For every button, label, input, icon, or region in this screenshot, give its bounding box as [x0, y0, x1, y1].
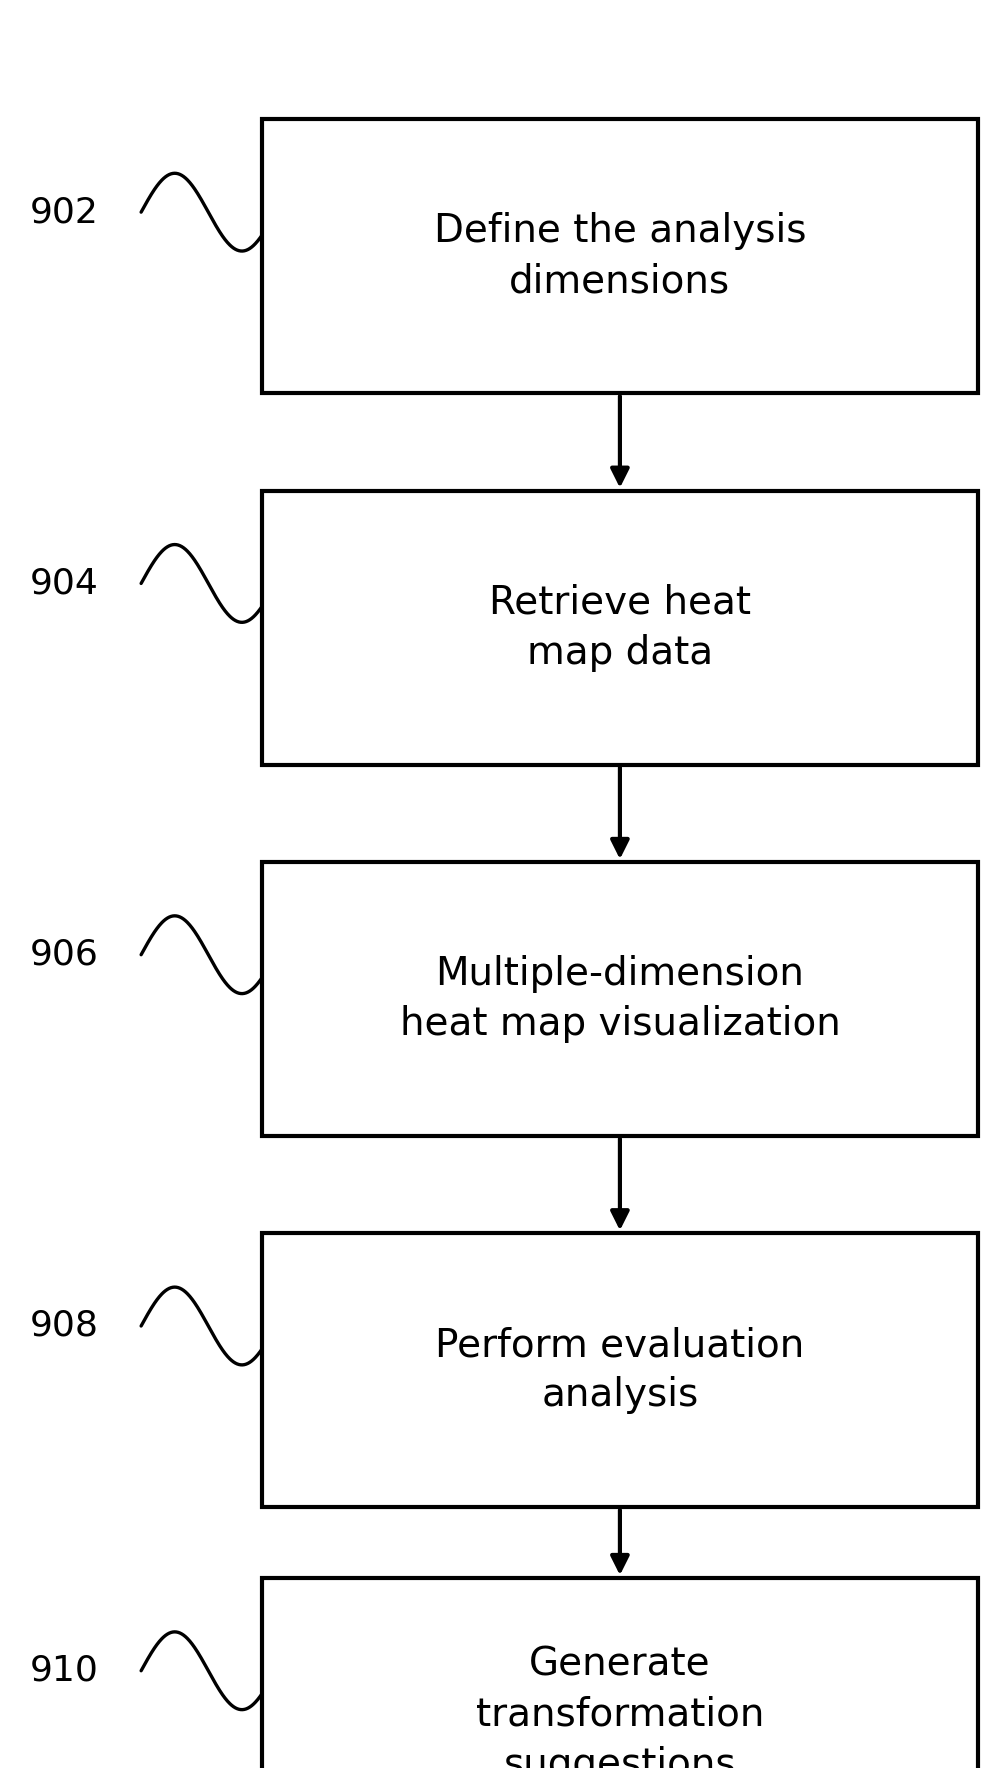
Text: 910: 910: [30, 1653, 99, 1688]
Text: Perform evaluation
analysis: Perform evaluation analysis: [435, 1326, 804, 1414]
Bar: [262, 490, 978, 764]
Bar: [262, 863, 978, 1137]
Bar: [262, 120, 978, 394]
Text: 904: 904: [30, 566, 99, 601]
Bar: [262, 1577, 978, 1768]
Text: Generate
transformation
suggestions: Generate transformation suggestions: [476, 1646, 764, 1768]
Text: 908: 908: [30, 1308, 99, 1344]
Text: Multiple-dimension
heat map visualization: Multiple-dimension heat map visualizatio…: [399, 955, 841, 1043]
Text: 902: 902: [30, 194, 99, 230]
Bar: [262, 1234, 978, 1506]
Text: Retrieve heat
map data: Retrieve heat map data: [489, 583, 751, 672]
Text: Define the analysis
dimensions: Define the analysis dimensions: [433, 212, 806, 301]
Text: 906: 906: [30, 937, 99, 972]
